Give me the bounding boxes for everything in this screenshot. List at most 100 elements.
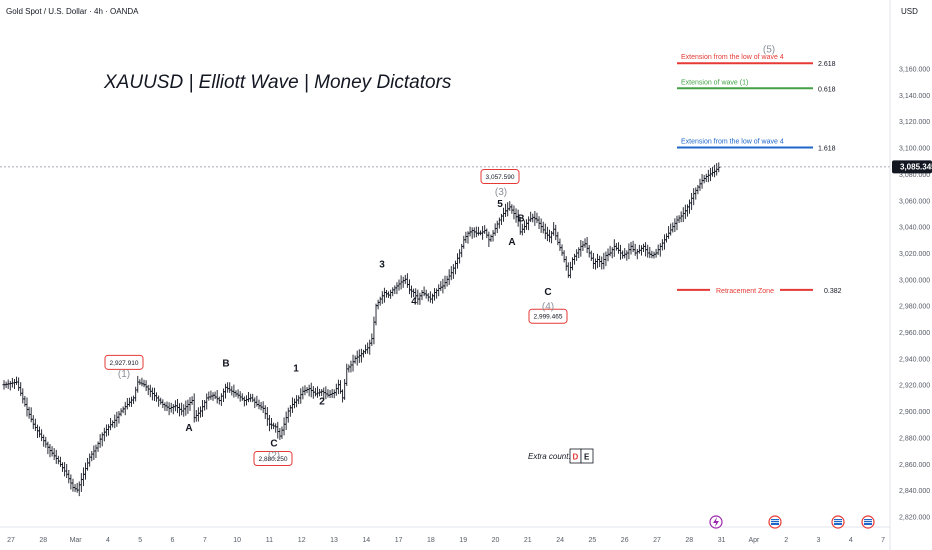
ohlc-bar bbox=[556, 231, 560, 246]
ohlc-bar bbox=[265, 407, 269, 426]
ohlc-bar bbox=[96, 441, 100, 452]
wave-degree-label: (2) bbox=[268, 451, 280, 462]
ohlc-bar bbox=[230, 386, 234, 396]
ohlc-bar bbox=[44, 436, 48, 448]
us-flag-event-icon[interactable] bbox=[768, 515, 782, 529]
ohlc-bar bbox=[393, 285, 397, 295]
ohlc-bar bbox=[391, 287, 395, 297]
price-axis-tick: 3,000.000 bbox=[899, 277, 930, 284]
ohlc-bar bbox=[203, 400, 207, 411]
ohlc-bar bbox=[263, 405, 267, 419]
ohlc-bar bbox=[547, 229, 552, 243]
ohlc-bar bbox=[326, 389, 330, 398]
ohlc-bar bbox=[46, 441, 50, 455]
ohlc-bar bbox=[543, 223, 547, 240]
fib-level[interactable]: Retracement Zone 0.382 bbox=[677, 288, 842, 295]
ohlc-bar bbox=[27, 406, 31, 419]
ohlc-bar bbox=[562, 250, 566, 263]
price-label-value: 2,927.910 bbox=[110, 360, 139, 367]
price-axis-tick: 3,120.000 bbox=[899, 119, 930, 126]
fib-level[interactable]: Extension from the low of wave 4 2.618 bbox=[677, 54, 836, 68]
ohlc-bar bbox=[602, 252, 606, 270]
ohlc-bar bbox=[282, 417, 286, 436]
price-label-box: 2,880.250 bbox=[253, 450, 293, 466]
ohlc-bar bbox=[704, 173, 708, 183]
ohlc-bar bbox=[641, 243, 646, 252]
ohlc-bar bbox=[428, 291, 432, 303]
ohlc-bar bbox=[205, 393, 209, 410]
time-axis-tick: Apr bbox=[748, 537, 760, 544]
ohlc-bar bbox=[595, 253, 600, 269]
ohlc-bar bbox=[349, 360, 353, 373]
ohlc-bar bbox=[481, 225, 485, 240]
ohlc-bar bbox=[276, 421, 280, 439]
ohlc-bar bbox=[251, 393, 255, 403]
price-axis-tick: 2,960.000 bbox=[899, 330, 930, 337]
ohlc-bar bbox=[664, 233, 669, 243]
lightning-event-icon[interactable] bbox=[709, 515, 723, 529]
time-axis-tick: 10 bbox=[233, 537, 241, 544]
ohlc-bar bbox=[491, 230, 495, 242]
ohlc-bar bbox=[234, 390, 238, 397]
fib-level[interactable]: Extension from the low of wave 4 1.618 bbox=[677, 139, 836, 153]
us-flag-event-icon[interactable] bbox=[861, 515, 875, 529]
ohlc-bar bbox=[531, 213, 535, 223]
ohlc-bar bbox=[378, 296, 382, 306]
ohlc-bar bbox=[111, 420, 115, 428]
ohlc-bar bbox=[529, 211, 533, 223]
ohlc-bar bbox=[269, 418, 274, 430]
ohlc-bar bbox=[424, 289, 428, 299]
ohlc-bar bbox=[305, 387, 309, 394]
ohlc-bar bbox=[213, 391, 217, 400]
wave-degree-label: (4) bbox=[542, 302, 554, 313]
ohlc-bar bbox=[437, 284, 441, 297]
ohlc-bar bbox=[401, 276, 405, 288]
ohlc-bar bbox=[211, 392, 215, 401]
ohlc-bar bbox=[572, 253, 577, 265]
ohlc-bar bbox=[242, 396, 246, 407]
ohlc-bar bbox=[134, 386, 138, 402]
ohlc-bar bbox=[579, 239, 583, 257]
ohlc-bar bbox=[136, 375, 140, 393]
ohlc-bar bbox=[455, 253, 460, 269]
ohlc-bar bbox=[90, 450, 94, 462]
ohlc-bar bbox=[244, 395, 249, 406]
ohlc-bar bbox=[692, 188, 696, 206]
current-price-tag: 3,085.345 bbox=[892, 160, 932, 174]
price-axis-tick: 2,860.000 bbox=[899, 462, 930, 469]
ohlc-bar bbox=[259, 401, 263, 411]
ohlc-bar bbox=[407, 279, 412, 295]
ohlc-bar bbox=[8, 381, 12, 391]
ohlc-bar bbox=[238, 391, 242, 402]
time-axis-tick: 25 bbox=[589, 537, 597, 544]
ohlc-bar bbox=[430, 293, 435, 304]
ohlc-bar bbox=[600, 256, 604, 270]
ohlc-bar bbox=[681, 207, 685, 223]
ohlc-bar bbox=[292, 398, 297, 409]
event-icons bbox=[709, 515, 875, 529]
time-axis-tick: 4 bbox=[849, 537, 853, 544]
ohlc-bar bbox=[77, 481, 81, 497]
time-axis[interactable]: 27 28 Mar 4 5 6 7 10 11 12 13 14 17 18 19 20 21 24 25 26 27 2… bbox=[7, 537, 885, 544]
ohlc-bar bbox=[228, 382, 232, 393]
ohlc-bar bbox=[54, 449, 58, 464]
ohlc-bar bbox=[589, 250, 593, 261]
price-axis[interactable]: 2,820.000 2,840.000 2,860.000 2,880.000 2,90… bbox=[899, 67, 930, 522]
ohlc-bar bbox=[12, 379, 17, 390]
ohlc-bar bbox=[476, 226, 481, 236]
fib-level[interactable]: Extension of wave (1) 0.618 bbox=[677, 79, 836, 93]
ohlc-bar bbox=[146, 384, 150, 396]
ohlc-bar bbox=[334, 383, 338, 396]
us-flag-event-icon[interactable] bbox=[831, 515, 845, 529]
ohlc-bar bbox=[171, 404, 175, 415]
time-axis-tick: 20 bbox=[492, 537, 500, 544]
price-axis-tick: 3,100.000 bbox=[899, 146, 930, 153]
ohlc-bar bbox=[439, 281, 443, 291]
ohlc-bar bbox=[119, 408, 123, 417]
price-label-box: 2,927.910 bbox=[104, 354, 144, 370]
fib-label: Extension from the low of wave 4 bbox=[681, 139, 784, 146]
ohlc-bar bbox=[71, 478, 75, 492]
ohlc-bar bbox=[297, 395, 301, 405]
ohlc-bar bbox=[687, 199, 692, 214]
